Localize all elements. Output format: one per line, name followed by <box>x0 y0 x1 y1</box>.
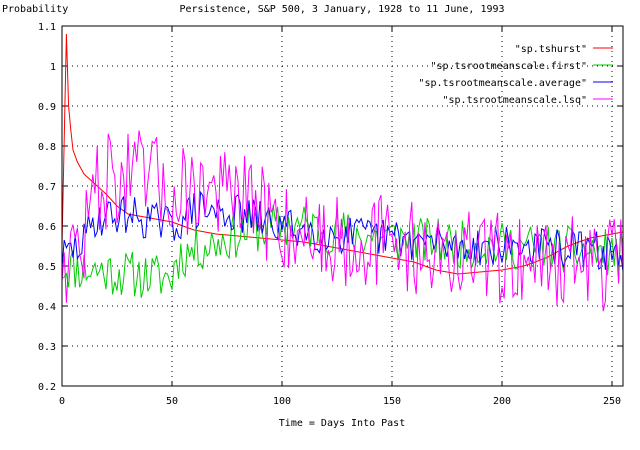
plot-frame <box>61 25 624 387</box>
x-tick-label: 100 <box>273 396 291 407</box>
series-line-2 <box>61 190 624 272</box>
series-line-1 <box>61 204 624 298</box>
x-tick-label: 50 <box>166 396 178 407</box>
legend-label-1: "sp.tsrootmeanscale.first" <box>430 61 587 72</box>
chart-title: Persistence, S&P 500, 3 January, 1928 to… <box>179 4 504 15</box>
y-tick-label: 0.5 <box>38 262 56 273</box>
x-axis-label: Time = Days Into Past <box>279 418 405 429</box>
y-tick-label: 1.1 <box>38 22 56 33</box>
series-line-3 <box>61 130 624 312</box>
x-tick-label: 0 <box>59 396 65 407</box>
y-tick-label: 0.7 <box>38 182 56 193</box>
y-tick-label: 0.8 <box>38 142 56 153</box>
legend-label-3: "sp.tsrootmeanscale.lsq" <box>443 95 588 106</box>
y-tick-label: 0.9 <box>38 102 56 113</box>
x-tick-label: 250 <box>603 396 621 407</box>
legend-label-2: "sp.tsrootmeanscale.average" <box>418 78 587 89</box>
legend: "sp.tshurst" "sp.tsrootmeanscale.first" "s… <box>418 44 613 106</box>
x-tick-label: 150 <box>383 396 401 407</box>
y-tick-label: 1 <box>50 62 56 73</box>
y-tick-label: 0.3 <box>38 342 56 353</box>
y-tick-label: 0.6 <box>38 222 56 233</box>
x-tick-label: 200 <box>493 396 511 407</box>
y-tick-label: 0.4 <box>38 302 56 313</box>
y-axis-label: Probability <box>2 4 68 15</box>
series-layer <box>61 33 624 312</box>
y-tick-label: 0.2 <box>38 382 56 393</box>
legend-label-0: "sp.tshurst" <box>515 44 587 55</box>
